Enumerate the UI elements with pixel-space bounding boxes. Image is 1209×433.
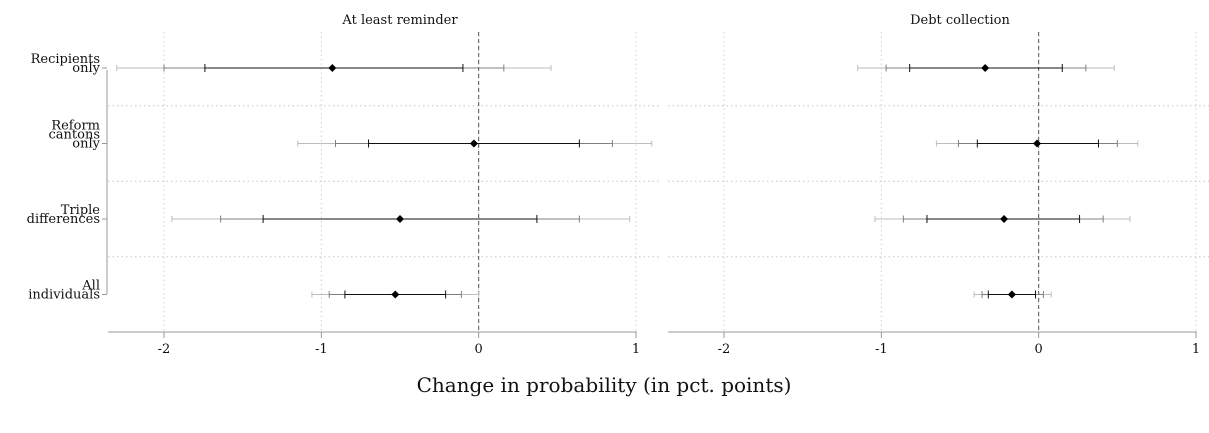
- x-tick-label: -1: [875, 342, 888, 357]
- row-label-line: only: [72, 61, 100, 76]
- x-tick-label: 1: [1192, 342, 1200, 357]
- x-tick-label: 0: [1035, 342, 1043, 357]
- row-label-line: Triple: [61, 203, 101, 218]
- x-tick-label: -2: [158, 342, 171, 357]
- row-label-line: individuals: [28, 288, 100, 303]
- point-estimate-marker: [1007, 290, 1016, 299]
- point-estimate-marker: [328, 64, 337, 72]
- row-label-line: only: [72, 137, 100, 152]
- panel-title: Debt collection: [910, 13, 1010, 28]
- point-estimate-marker: [1033, 139, 1042, 148]
- point-estimate-marker: [981, 64, 990, 72]
- row-label-line: Recipients: [31, 52, 100, 67]
- point-estimate-marker: [391, 290, 400, 299]
- row-label-line: cantons: [49, 128, 101, 143]
- point-estimate-marker: [396, 215, 404, 223]
- global-x-axis-label: Change in probability (in pct. points): [417, 373, 792, 397]
- point-estimate-marker: [469, 139, 478, 148]
- x-tick-label: 1: [632, 342, 640, 357]
- x-tick-label: -2: [718, 342, 731, 357]
- point-estimate-marker: [1000, 215, 1009, 223]
- panel-title: At least reminder: [341, 13, 458, 28]
- x-tick-label: 0: [475, 342, 483, 357]
- row-label-line: Reform: [51, 119, 100, 134]
- row-label-line: differences: [27, 212, 100, 227]
- row-label-line: All: [81, 279, 100, 294]
- x-tick-label: -1: [315, 342, 328, 357]
